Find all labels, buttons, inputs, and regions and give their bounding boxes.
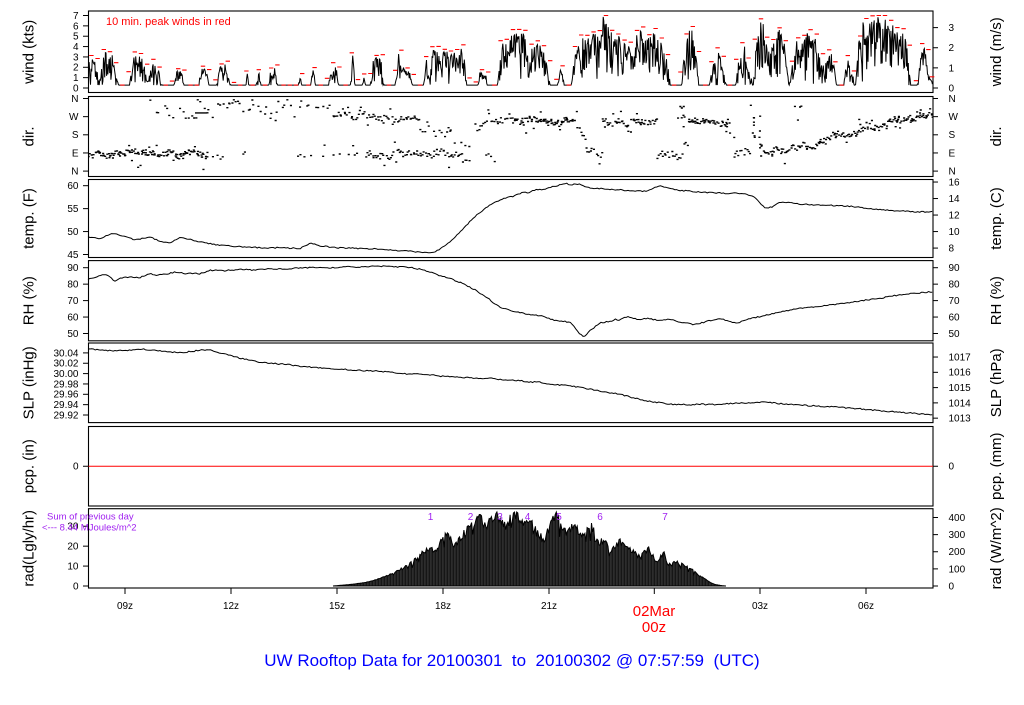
- svg-text:0: 0: [949, 83, 955, 94]
- svg-text:1: 1: [428, 512, 434, 523]
- svg-text:4: 4: [73, 42, 79, 53]
- svg-text:rad (W/m^2): rad (W/m^2): [988, 507, 1005, 589]
- svg-text:14: 14: [949, 194, 961, 205]
- svg-text:N: N: [949, 94, 956, 105]
- svg-text:30.00: 30.00: [53, 369, 78, 380]
- svg-text:09z: 09z: [117, 601, 133, 612]
- svg-text:0: 0: [73, 83, 79, 94]
- svg-text:02Mar: 02Mar: [633, 603, 676, 620]
- svg-text:N: N: [71, 94, 78, 105]
- svg-text:7: 7: [73, 11, 79, 22]
- svg-text:90: 90: [67, 263, 79, 274]
- svg-text:3: 3: [497, 512, 503, 523]
- svg-text:16: 16: [949, 177, 961, 188]
- svg-text:0: 0: [73, 462, 79, 473]
- svg-text:200: 200: [949, 547, 966, 558]
- svg-text:60: 60: [67, 312, 79, 323]
- svg-text:rad(Lgly/hr): rad(Lgly/hr): [21, 510, 38, 587]
- svg-text:70: 70: [949, 296, 961, 307]
- svg-text:0: 0: [949, 462, 955, 473]
- svg-text:50: 50: [67, 329, 79, 340]
- svg-text:06z: 06z: [858, 601, 874, 612]
- svg-text:90: 90: [949, 263, 961, 274]
- svg-text:29.98: 29.98: [53, 379, 78, 390]
- svg-text:E: E: [949, 148, 956, 159]
- svg-text:3: 3: [949, 23, 955, 34]
- svg-text:1: 1: [73, 73, 79, 84]
- svg-text:80: 80: [67, 280, 79, 291]
- svg-text:20: 20: [67, 542, 79, 553]
- svg-text:30.04: 30.04: [53, 348, 78, 359]
- svg-text:15z: 15z: [329, 601, 345, 612]
- svg-text:3: 3: [73, 52, 79, 63]
- svg-text:12z: 12z: [223, 601, 239, 612]
- svg-text:SLP (inHg): SLP (inHg): [21, 346, 38, 419]
- svg-text:RH (%): RH (%): [21, 276, 38, 325]
- svg-text:Sum of previous day: Sum of previous day: [47, 512, 134, 523]
- svg-text:30.02: 30.02: [53, 359, 78, 370]
- svg-text:60: 60: [67, 181, 79, 192]
- svg-text:E: E: [72, 148, 79, 159]
- svg-text:100: 100: [949, 564, 966, 575]
- svg-text:1016: 1016: [949, 368, 972, 379]
- svg-text:S: S: [72, 130, 79, 141]
- svg-text:70: 70: [67, 296, 79, 307]
- svg-text:10 min. peak winds in red: 10 min. peak winds in red: [106, 16, 231, 28]
- svg-text:N: N: [71, 167, 78, 178]
- svg-text:S: S: [949, 130, 956, 141]
- svg-text:2: 2: [73, 63, 79, 74]
- svg-text:pcp. (in): pcp. (in): [21, 439, 38, 493]
- svg-text:temp. (F): temp. (F): [21, 188, 38, 249]
- svg-text:<--- 8.44 MJoules/m^2: <--- 8.44 MJoules/m^2: [42, 523, 136, 534]
- svg-text:dir.: dir.: [988, 126, 1005, 146]
- svg-text:400: 400: [949, 513, 966, 524]
- svg-text:60: 60: [949, 312, 961, 323]
- svg-text:W: W: [69, 112, 79, 123]
- svg-text:21z: 21z: [541, 601, 557, 612]
- svg-text:wind (m/s): wind (m/s): [988, 17, 1005, 87]
- svg-text:03z: 03z: [752, 601, 768, 612]
- svg-text:80: 80: [949, 280, 961, 291]
- svg-text:4: 4: [525, 512, 531, 523]
- svg-text:45: 45: [67, 250, 79, 261]
- svg-text:temp. (C): temp. (C): [988, 187, 1005, 250]
- svg-text:29.94: 29.94: [53, 400, 78, 411]
- svg-text:00z: 00z: [642, 619, 666, 636]
- svg-text:18z: 18z: [435, 601, 451, 612]
- svg-text:pcp. (mm): pcp. (mm): [988, 432, 1005, 500]
- svg-text:6: 6: [597, 512, 603, 523]
- svg-text:300: 300: [949, 530, 966, 541]
- svg-text:0: 0: [73, 581, 79, 592]
- svg-text:1014: 1014: [949, 398, 972, 409]
- svg-text:50: 50: [949, 329, 961, 340]
- svg-text:10: 10: [67, 561, 79, 572]
- svg-text:8: 8: [949, 243, 955, 254]
- svg-text:55: 55: [67, 204, 79, 215]
- svg-text:UW Rooftop Data for 20100301: UW Rooftop Data for 20100301 to 20100302…: [264, 651, 759, 670]
- svg-text:5: 5: [556, 512, 562, 523]
- svg-text:2: 2: [949, 43, 955, 54]
- svg-text:12: 12: [949, 210, 961, 221]
- svg-text:1: 1: [949, 63, 955, 74]
- svg-text:6: 6: [73, 21, 79, 32]
- svg-text:2: 2: [468, 512, 474, 523]
- svg-text:29.92: 29.92: [53, 410, 78, 421]
- svg-text:29.96: 29.96: [53, 390, 78, 401]
- svg-text:5: 5: [73, 32, 79, 43]
- svg-text:7: 7: [662, 512, 668, 523]
- svg-text:SLP (hPa): SLP (hPa): [988, 348, 1005, 417]
- svg-text:dir.: dir.: [21, 126, 38, 146]
- svg-text:1013: 1013: [949, 414, 972, 425]
- svg-text:1015: 1015: [949, 383, 972, 394]
- svg-text:1017: 1017: [949, 352, 972, 363]
- svg-text:W: W: [949, 112, 959, 123]
- svg-text:RH (%): RH (%): [988, 276, 1005, 325]
- svg-text:10: 10: [949, 227, 961, 238]
- svg-text:wind (kts): wind (kts): [21, 20, 38, 85]
- svg-text:0: 0: [949, 581, 955, 592]
- svg-text:N: N: [949, 167, 956, 178]
- svg-text:50: 50: [67, 227, 79, 238]
- svg-text:30: 30: [67, 522, 79, 533]
